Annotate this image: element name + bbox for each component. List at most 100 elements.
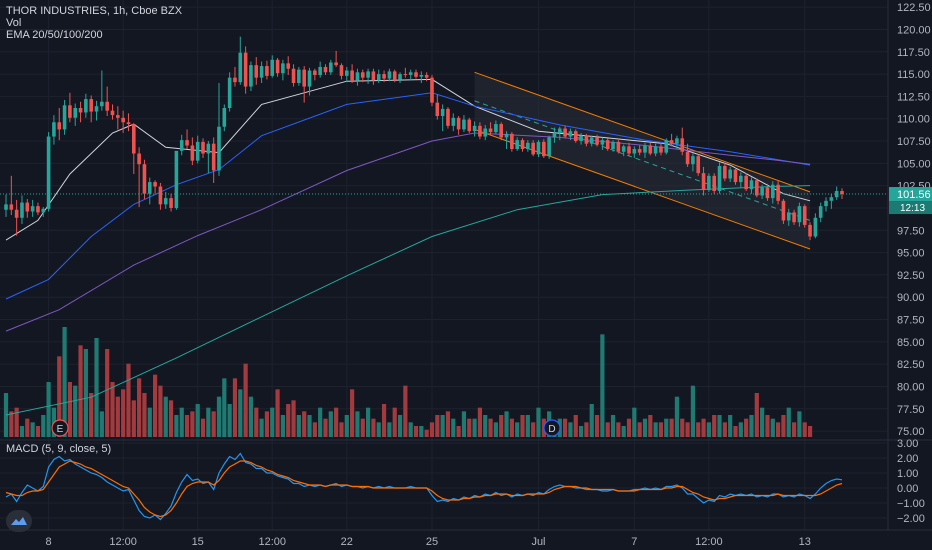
- candle-body: [89, 99, 93, 112]
- candle-body: [339, 65, 344, 76]
- candle-body: [163, 198, 168, 205]
- candle-body: [739, 175, 743, 183]
- candle-body: [520, 140, 525, 150]
- price-tick-label: 122.50: [897, 2, 931, 14]
- volume-bar: [706, 422, 711, 437]
- candle-body: [344, 70, 349, 76]
- volume-bar: [685, 422, 690, 437]
- volume-bar: [254, 407, 259, 437]
- earnings-marker: [51, 419, 69, 437]
- candle-body: [307, 70, 312, 87]
- volume-bar: [504, 411, 509, 437]
- macd-signal-line: [5, 460, 843, 518]
- volume-bar: [174, 415, 179, 437]
- candle-body: [605, 140, 610, 150]
- volume-bar: [200, 418, 206, 437]
- volume-bar: [179, 407, 184, 437]
- price-tick-label: 85.00: [897, 337, 925, 349]
- time-tick-label: 7: [631, 536, 637, 548]
- candle-body: [510, 133, 514, 150]
- symbol-title[interactable]: THOR INDUSTRIES, 1h, Cboe BZX: [6, 5, 183, 17]
- volume-bar: [760, 407, 765, 437]
- volume-bar: [350, 389, 355, 437]
- candle-body: [786, 212, 791, 221]
- candle-body: [680, 138, 685, 152]
- volume-bar: [312, 422, 317, 437]
- candle-body: [222, 107, 227, 127]
- candle-body: [621, 146, 626, 152]
- candle-body: [456, 117, 461, 130]
- candle-body: [728, 169, 732, 179]
- price-tick-label: 97.50: [897, 225, 925, 237]
- macd-tick-label: 2.00: [897, 453, 918, 465]
- candle-body: [435, 102, 440, 117]
- volume-bar: [105, 349, 110, 437]
- volume-bar: [334, 407, 339, 437]
- candle-body: [637, 149, 642, 153]
- volume-bar: [195, 404, 200, 437]
- volume-bar: [696, 422, 701, 437]
- candle-body: [717, 166, 722, 191]
- volume-bar: [440, 415, 445, 437]
- candle-body: [371, 71, 376, 81]
- candle-body: [685, 151, 690, 165]
- price-tick-label: 92.50: [897, 270, 925, 282]
- candle-body: [403, 74, 408, 76]
- candle-body: [723, 166, 727, 179]
- volume-bar: [152, 374, 158, 437]
- time-tick-label: 25: [426, 536, 438, 548]
- candle-body: [419, 74, 424, 77]
- volume-bar: [371, 418, 376, 437]
- candle-body: [275, 59, 280, 74]
- volume-bar: [493, 422, 498, 437]
- volume-bar: [387, 422, 392, 437]
- volume-bar: [744, 418, 749, 437]
- candle-body: [488, 128, 493, 133]
- ema-line: [5, 132, 811, 332]
- volume-bar: [168, 400, 174, 437]
- volume-bar: [142, 393, 147, 437]
- time-tick-label: 12:00: [109, 536, 137, 548]
- volume-bar: [62, 327, 67, 437]
- candle-body: [691, 156, 695, 165]
- volume-bar: [419, 426, 424, 437]
- candle-body: [499, 124, 504, 138]
- volume-bar: [270, 407, 275, 437]
- volume-bar: [680, 418, 685, 437]
- candle-body: [57, 122, 62, 130]
- volume-bar: [717, 415, 722, 437]
- candle-body: [30, 206, 35, 212]
- candle-body: [749, 180, 754, 190]
- macd-tick-label: −2.00: [897, 513, 925, 525]
- volume-bar: [531, 422, 536, 437]
- price-axis: 122.50 120.00 117.50 115.00 112.50 110.00 107.…: [897, 2, 931, 438]
- volume-bar: [89, 393, 94, 437]
- candle-body: [733, 169, 738, 183]
- volume-bar: [648, 415, 653, 437]
- candle-body: [664, 140, 669, 153]
- candle-body: [297, 69, 301, 84]
- volume-bar: [222, 378, 227, 437]
- tradingview-logo-icon[interactable]: [6, 510, 32, 532]
- volume-bar: [147, 407, 152, 437]
- candle-body: [52, 122, 56, 137]
- volume-bar: [642, 418, 648, 437]
- volume-bar: [610, 415, 616, 437]
- candle-body: [659, 146, 663, 153]
- candle-body: [121, 117, 125, 123]
- volume-bar: [467, 418, 472, 437]
- volume-bar: [408, 422, 413, 437]
- candle-body: [201, 141, 205, 154]
- candle-body: [147, 182, 152, 194]
- volume-bar: [690, 385, 696, 437]
- macd-axis: 3.00 2.00 1.00 0.00 −1.00 −2.00: [0, 438, 925, 525]
- candle-body: [286, 63, 291, 69]
- volume-bar: [669, 418, 674, 437]
- volume-bar: [286, 404, 291, 437]
- volume-bar: [509, 418, 514, 437]
- volume-bar: [515, 422, 520, 437]
- volume-bars: [3, 327, 813, 437]
- price-tick-label: 115.00: [897, 69, 930, 81]
- candle-body: [648, 145, 653, 154]
